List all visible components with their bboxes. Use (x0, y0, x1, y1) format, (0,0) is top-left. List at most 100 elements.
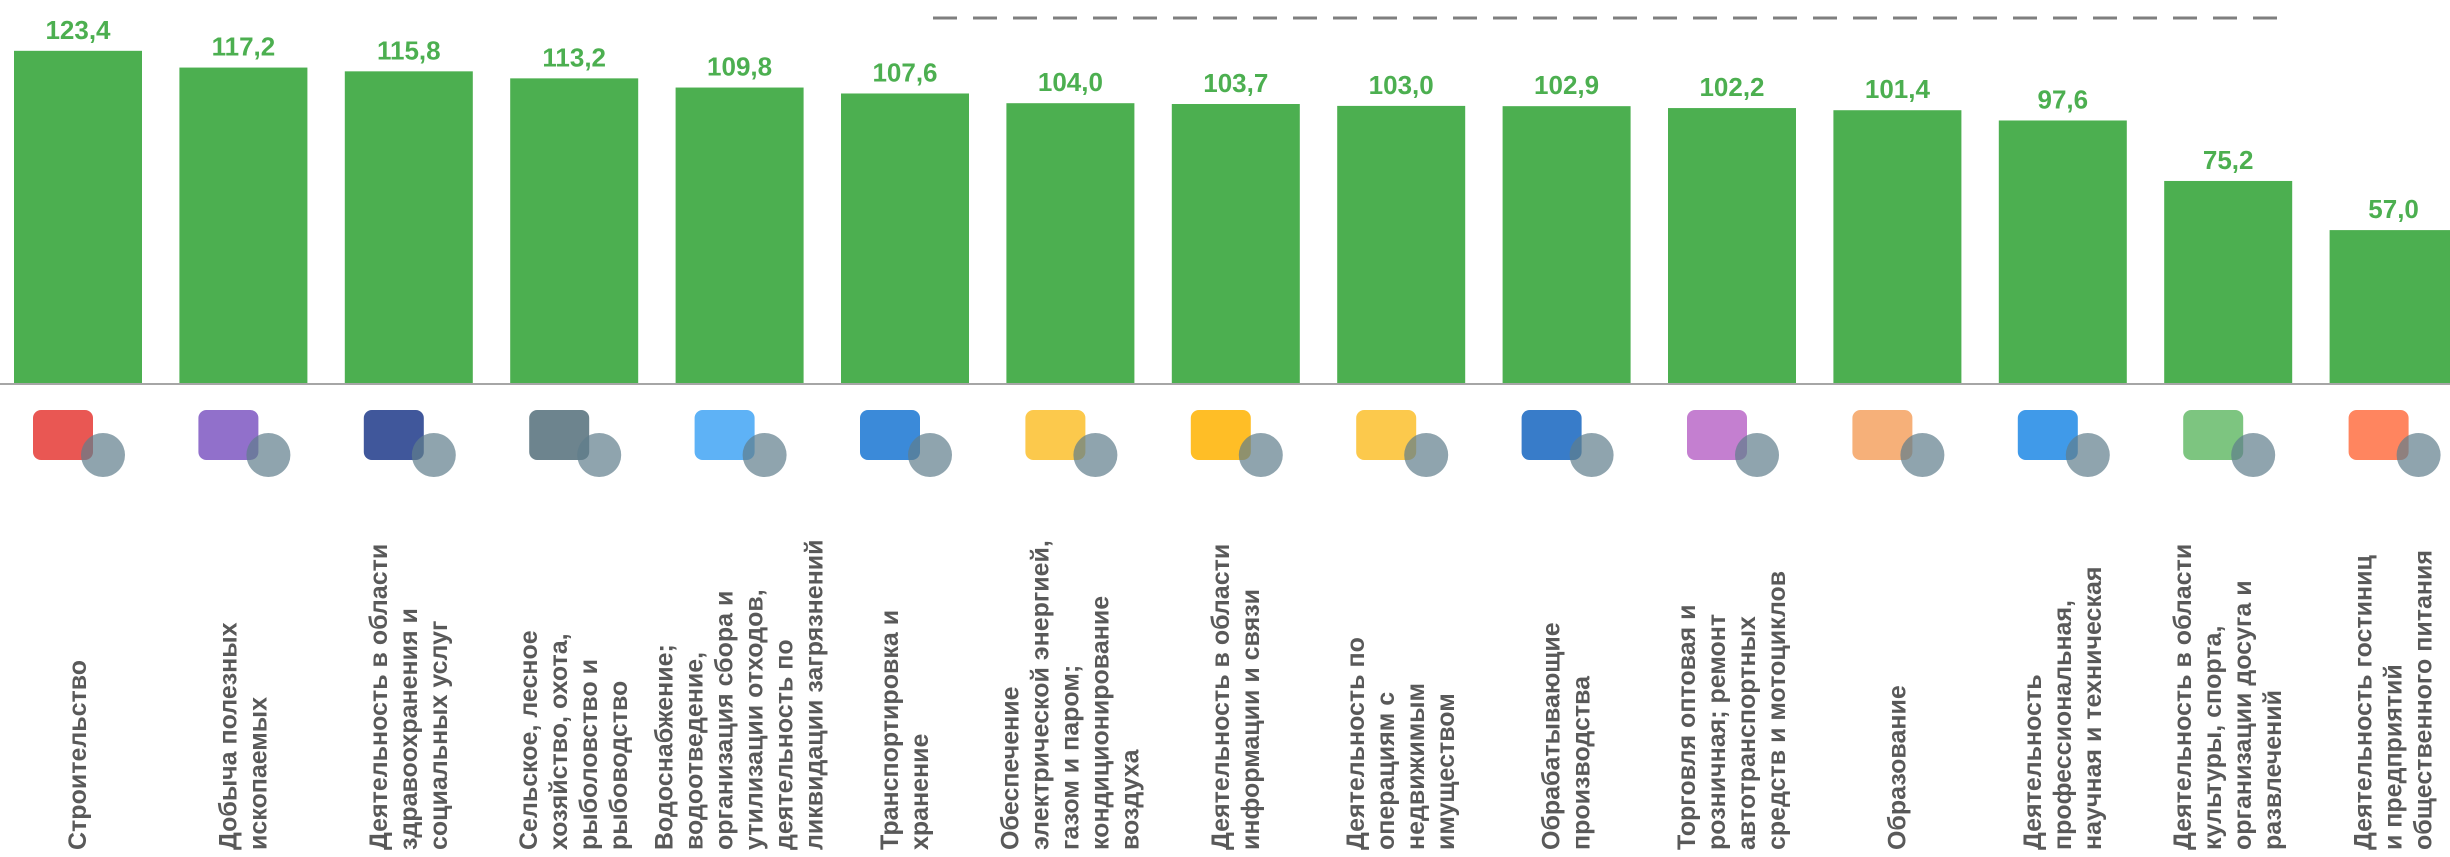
icon-shape (1852, 410, 1913, 460)
category-label: операциям с (1372, 692, 1400, 850)
category-label: утилизации отходов, (741, 589, 769, 850)
value-label: 75,2 (2203, 145, 2254, 175)
icon-shape (411, 433, 456, 477)
category-icon (1025, 410, 1118, 477)
icon-shape (2017, 410, 2078, 460)
bar (1171, 104, 1300, 384)
category-icon (1687, 410, 1779, 477)
value-label: 57,0 (2368, 194, 2419, 224)
category-label: развлечений (2259, 690, 2287, 850)
category-label: организация сбора и (711, 591, 739, 850)
category-label: социальных услуг (425, 621, 453, 850)
icon-shape (1735, 433, 1779, 477)
icon-shape (1073, 433, 1118, 477)
category-icon (198, 410, 291, 477)
category-label: Транспортировка и (876, 610, 904, 850)
icon-shape (908, 433, 952, 477)
category-label: рыболовство и (575, 659, 603, 850)
category-label: Торговля оптовая и (1673, 605, 1701, 850)
category-label: информации и связи (1237, 589, 1265, 850)
bar (179, 67, 308, 384)
bar (1668, 108, 1796, 384)
category-label: Деятельность (2019, 674, 2047, 850)
category-label: здравоохранения и (395, 608, 423, 850)
value-label: 103,0 (1369, 70, 1434, 100)
category-label: газом и паром; (1056, 665, 1084, 850)
bar (1006, 103, 1135, 384)
icon-shape (742, 433, 787, 477)
category-label: средств и мотоциклов (1763, 571, 1791, 850)
category-label: Сельское, лесное (515, 630, 543, 850)
value-label: 115,8 (377, 35, 441, 65)
value-label: 109,8 (707, 52, 772, 82)
category-icon (2017, 410, 2110, 477)
category-label: научная и техническая (2079, 567, 2107, 850)
category-label: Добыча полезных (214, 622, 242, 850)
icon-shape (1687, 410, 1747, 460)
category-label: Деятельность в области (365, 544, 393, 850)
value-label: 117,2 (212, 32, 276, 62)
icon-shape (1900, 433, 1945, 477)
category-label: имуществом (1432, 693, 1460, 850)
value-label: 101,4 (1865, 74, 1931, 104)
category-icon (1521, 410, 1614, 477)
icon-shape (2348, 410, 2409, 460)
category-label: рыбоводство (605, 681, 633, 850)
category-label: Обрабатывающие (1538, 622, 1566, 850)
category-label: Образование (1883, 685, 1911, 850)
bar (510, 78, 639, 385)
icon-shape (1238, 433, 1283, 477)
category-label: кондиционирование (1086, 596, 1114, 850)
category-label: общественного питания (2410, 550, 2438, 850)
category-label: водоотведение, (681, 652, 709, 850)
category-icon (1190, 410, 1283, 477)
category-label: электрической энергией, (1026, 540, 1054, 850)
category-label: воздуха (1116, 748, 1144, 850)
icon-shape (198, 410, 259, 460)
category-label: автотранспортных (1733, 616, 1761, 850)
category-icon (694, 410, 787, 477)
category-label: и предприятий (2380, 664, 2408, 850)
bar (1833, 110, 1962, 384)
icon-shape (577, 433, 622, 477)
category-icon (2183, 410, 2276, 477)
icon-shape (1356, 410, 1417, 460)
icon-shape (694, 410, 755, 460)
icon-shape (2231, 433, 2276, 477)
bar (344, 71, 473, 384)
category-icon (529, 410, 622, 477)
category-label: профессиональная, (2049, 600, 2077, 850)
category-label: Обеспечение (996, 686, 1024, 850)
value-label: 102,2 (1699, 72, 1764, 102)
bar (841, 93, 969, 384)
icon-shape (2065, 433, 2110, 477)
value-label: 97,6 (2037, 84, 2088, 114)
category-label: производства (1568, 675, 1596, 850)
bar (1998, 120, 2127, 384)
bar (675, 87, 804, 384)
icon-shape (246, 433, 291, 477)
category-label: хозяйство, охота, (545, 633, 573, 850)
value-label: 113,2 (542, 42, 606, 72)
category-label: ликвидации загрязнений (801, 539, 829, 850)
category-label: Деятельность по (1342, 637, 1370, 850)
category-icon (33, 410, 125, 477)
value-label: 103,7 (1203, 68, 1268, 98)
category-label: розничная; ремонт (1703, 614, 1731, 850)
category-icon (363, 410, 456, 477)
icon-shape (363, 410, 424, 460)
icon-shape (860, 410, 920, 460)
category-label: культуры, спорта, (2199, 626, 2227, 850)
icon-shape (2396, 433, 2441, 477)
category-icon (2348, 410, 2441, 477)
icon-shape (1190, 410, 1251, 460)
category-label: Строительство (64, 660, 92, 850)
bar (2329, 230, 2450, 384)
category-label: Водоснабжение; (651, 644, 679, 850)
bar (14, 50, 142, 384)
category-label: Деятельность в области (2169, 544, 2197, 850)
icon-shape (1404, 433, 1449, 477)
value-label: 102,9 (1534, 70, 1599, 100)
icon-shape (81, 433, 125, 477)
